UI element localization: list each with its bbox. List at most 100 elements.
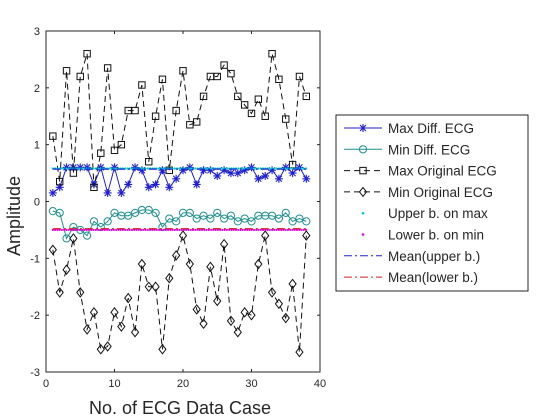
series-max-original-ecg — [49, 50, 311, 191]
y-tick-label: 3 — [34, 26, 40, 38]
legend-entry: Max Diff. ECG — [344, 121, 474, 136]
data-point — [302, 92, 311, 101]
data-point — [83, 231, 92, 240]
bound-dot — [268, 167, 271, 170]
data-point — [76, 287, 85, 298]
legend-entry: Upper b. on max — [361, 206, 488, 221]
data-point — [227, 69, 235, 78]
data-point — [62, 163, 71, 172]
bound-dot — [237, 167, 240, 170]
bound-dot — [65, 167, 68, 170]
data-point — [62, 264, 71, 276]
bound-dot — [189, 228, 192, 232]
data-point — [274, 174, 283, 183]
bound-dot — [76, 228, 79, 232]
data-point — [295, 72, 304, 81]
data-point — [267, 287, 277, 298]
bound-dot — [60, 228, 63, 232]
series-line — [52, 233, 307, 353]
bound-dot — [157, 167, 161, 170]
data-point — [131, 106, 139, 115]
y-axis-label: Amplitude — [4, 176, 24, 256]
legend-label: Min Original ECG — [388, 185, 493, 200]
legend: Max Diff. ECG Min Diff. ECG Max Original E… — [335, 114, 529, 292]
data-point — [302, 174, 311, 183]
bound-dot — [237, 228, 240, 232]
data-point — [179, 67, 187, 75]
bound-dot — [209, 167, 213, 170]
data-point — [220, 166, 229, 175]
bound-dot — [300, 228, 303, 232]
data-point — [247, 309, 256, 321]
x-tick-label: 10 — [108, 378, 120, 390]
data-point — [137, 166, 146, 175]
data-point — [172, 174, 181, 183]
data-point — [267, 211, 277, 220]
legend-entry: Min Diff. ECG — [344, 142, 470, 157]
bound-dot — [178, 167, 181, 170]
data-point — [261, 171, 270, 180]
bound-dot — [130, 167, 134, 170]
legend-marker — [358, 145, 368, 154]
data-point — [234, 92, 242, 101]
legend-marker — [358, 186, 368, 198]
data-point — [130, 208, 140, 217]
data-point — [268, 50, 276, 58]
y-tick-label: -2 — [30, 310, 40, 322]
y-tick-label: -3 — [30, 367, 40, 379]
bound-dot — [189, 167, 192, 170]
bound-dot — [142, 167, 145, 170]
bound-dot — [157, 228, 161, 232]
data-point — [110, 146, 119, 155]
series-min-original-ecg — [48, 230, 311, 358]
data-point — [295, 346, 304, 358]
legend-entry: Max Original ECG — [344, 164, 497, 179]
data-point — [110, 208, 119, 217]
bound-dot — [205, 228, 208, 232]
data-point — [302, 217, 311, 226]
data-point — [165, 183, 174, 192]
data-point — [281, 208, 290, 217]
data-point — [178, 230, 188, 241]
data-point — [165, 166, 174, 174]
data-point — [56, 177, 64, 186]
data-point — [233, 169, 242, 178]
data-point — [254, 258, 263, 270]
data-point — [274, 298, 284, 310]
bound-dot — [60, 167, 63, 170]
data-point — [172, 250, 181, 261]
bound-dot — [205, 167, 208, 170]
data-point — [254, 95, 263, 103]
data-point — [206, 214, 215, 223]
y-tick-label: -1 — [30, 253, 40, 265]
data-point — [76, 72, 84, 81]
data-point — [117, 140, 126, 149]
data-point — [69, 233, 78, 244]
y-tick-label: 1 — [34, 140, 40, 152]
data-point — [233, 326, 242, 338]
data-point — [295, 214, 304, 223]
data-point — [213, 171, 222, 180]
data-point — [96, 343, 105, 355]
bound-dot — [146, 167, 149, 170]
data-point — [192, 214, 201, 223]
data-point — [226, 169, 235, 178]
data-point — [137, 258, 147, 270]
data-point — [124, 180, 133, 189]
data-point — [288, 217, 297, 226]
data-point — [144, 183, 153, 192]
series-line — [52, 209, 307, 240]
data-point — [158, 75, 167, 84]
bound-dot — [209, 228, 213, 232]
data-point — [199, 92, 208, 101]
x-tick-label: 0 — [43, 378, 49, 390]
data-point — [247, 217, 256, 226]
data-point — [295, 163, 304, 172]
data-point — [247, 163, 256, 172]
data-point — [185, 208, 194, 217]
bound-dot — [221, 167, 224, 170]
data-point — [48, 244, 57, 256]
data-point — [96, 163, 105, 172]
data-point — [82, 324, 92, 335]
